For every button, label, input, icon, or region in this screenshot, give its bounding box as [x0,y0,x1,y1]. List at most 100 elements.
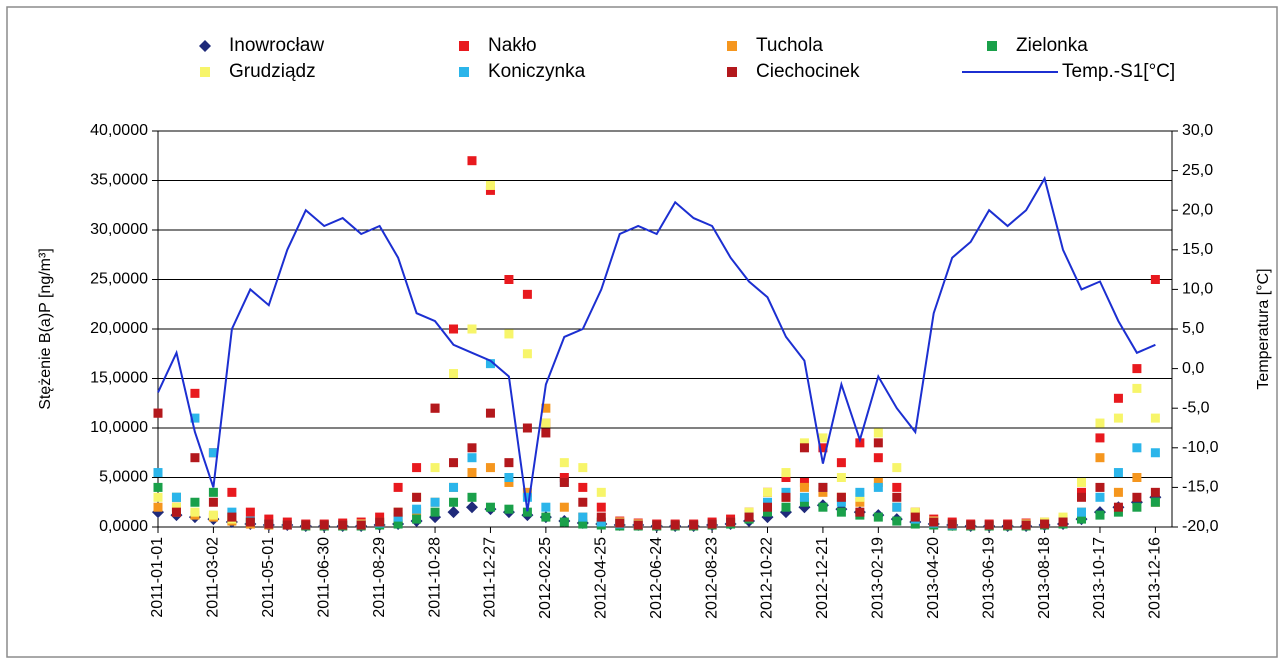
y2-tick-label: -20,0 [1182,518,1219,535]
point [596,517,606,527]
point [152,506,164,519]
legend-label: Inowrocław [229,35,324,56]
point [578,512,588,522]
point [153,468,163,478]
point [873,438,883,448]
point [190,507,200,517]
point [855,487,865,497]
point [485,185,495,195]
point [522,492,532,502]
point [264,514,274,524]
y2-tick-label: 25,0 [1182,162,1213,179]
point [1132,492,1142,502]
point [541,403,551,413]
point [467,443,477,453]
point [578,482,588,492]
point [301,520,311,530]
point [412,463,422,473]
point [485,359,495,369]
point [744,507,754,517]
legend-marker [459,67,469,77]
point [153,408,163,418]
point [559,458,569,468]
point [892,482,902,492]
point [356,520,366,530]
point [1095,510,1105,520]
point [282,520,292,530]
legend-label: Zielonka [1016,35,1088,56]
x-tick-label: 2011-05-01 [260,537,277,618]
x-tick-label: 2013-04-20 [925,537,942,619]
legend-label: Temp.-S1[°C] [1062,61,1175,82]
point [1132,473,1142,482]
point [910,507,920,517]
point [412,492,422,502]
point [504,329,514,339]
point [208,448,218,458]
point [596,487,606,497]
point [578,519,588,529]
point [208,487,218,497]
point [799,482,809,492]
y-tick-label: 35,0000 [90,172,148,189]
point [1132,364,1142,374]
point [578,497,588,507]
x-tick-label: 2011-08-29 [371,537,388,618]
point [1150,497,1160,507]
legend-marker [727,67,737,77]
point [836,497,846,507]
point [338,520,348,530]
x-tick-label: 2011-10-28 [426,537,443,618]
point [375,517,385,527]
y-tick-label: 40,0000 [90,122,148,139]
y2-tick-label: -10,0 [1182,439,1219,456]
point [430,403,440,413]
point [227,512,237,522]
legend-marker [199,40,211,52]
point [763,497,773,507]
y-axis-label: Stężenie B(a)P [ng/m³] [37,248,54,410]
point [1113,393,1123,403]
point [1150,413,1160,423]
point [522,487,532,497]
point [781,468,791,478]
point [873,453,883,463]
point [430,497,440,507]
point [818,502,828,512]
point [929,517,939,527]
point [744,512,754,522]
point [393,507,403,517]
point [467,468,477,478]
point [559,502,569,512]
y-tick-label: 5,0000 [99,469,148,486]
point [412,514,422,524]
point [153,502,163,512]
point [781,487,791,497]
point [596,502,606,512]
y2-tick-label: 30,0 [1182,122,1213,139]
point [1095,433,1105,443]
point [836,458,846,468]
point [504,477,514,487]
y2-tick-label: 20,0 [1182,201,1213,218]
temperature-line [157,175,1156,512]
x-tick-label: 2011-12-27 [482,537,499,618]
point [319,520,329,530]
x-tick-label: 2012-10-22 [759,537,776,619]
point [799,497,809,507]
point [449,369,459,379]
point [467,324,477,334]
x-tick-label: 2013-12-16 [1147,537,1164,619]
legend-marker [200,67,210,77]
point [633,520,643,530]
point [412,504,422,514]
point [1076,492,1086,502]
point [1095,482,1105,492]
point [171,502,181,512]
point [541,418,551,428]
point [485,408,495,418]
point [1076,487,1086,497]
point [1095,453,1105,463]
y2-tick-label: 5,0 [1182,320,1204,337]
point [171,492,181,502]
